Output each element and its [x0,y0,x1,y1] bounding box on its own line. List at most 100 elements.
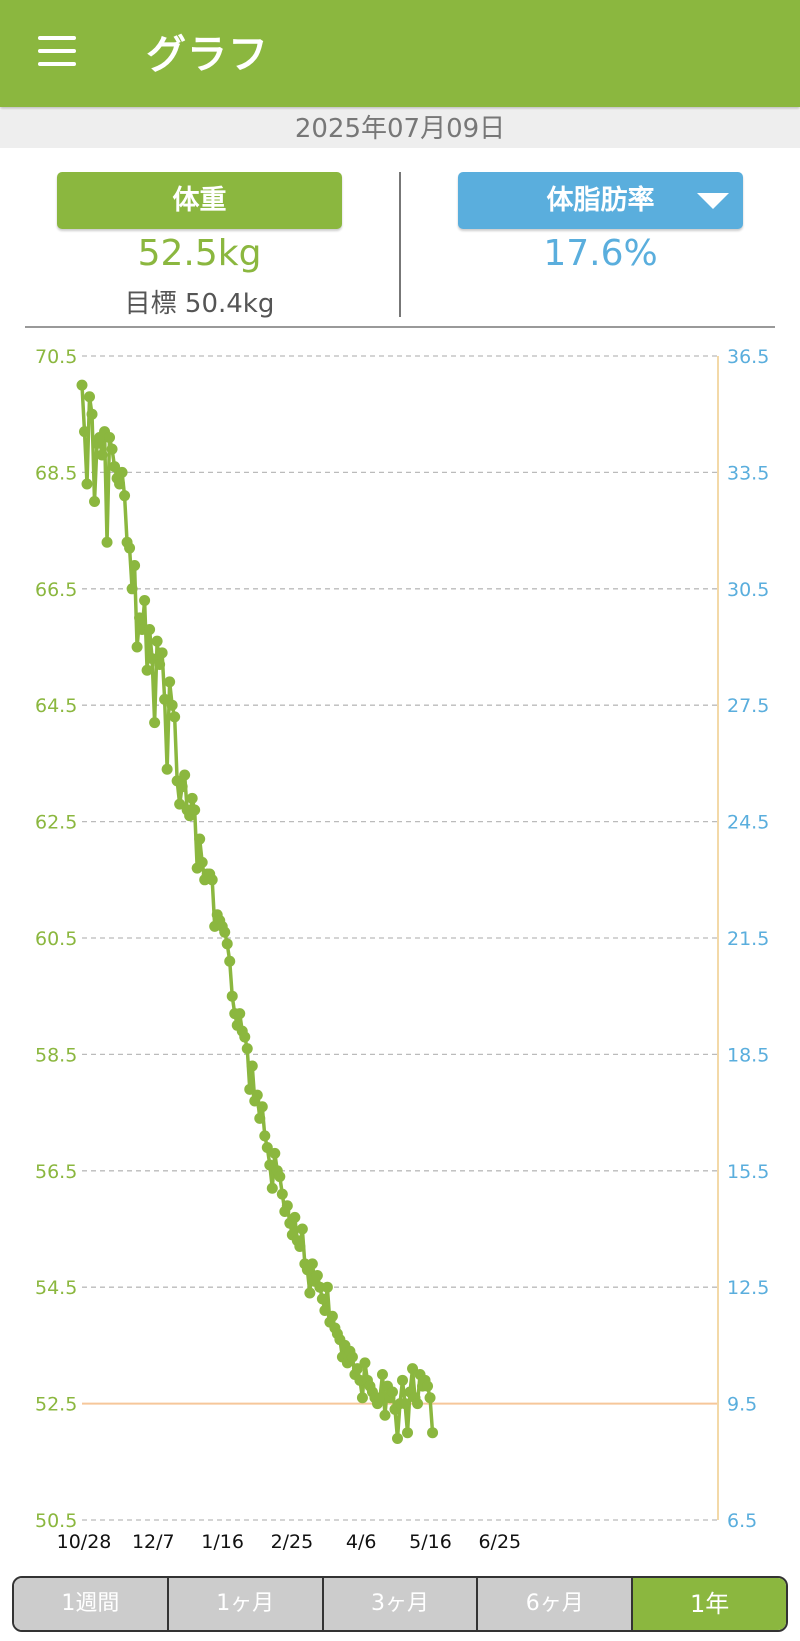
data-point [186,792,198,804]
period-tabs: 1週間 1ヶ月 3ヶ月 6ヶ月 1年 [12,1576,788,1632]
x-axis-tick: 2/25 [271,1531,314,1550]
left-axis-tick: 50.5 [35,1510,77,1532]
data-point [244,1083,256,1095]
data-point [126,583,138,595]
right-axis-tick: 24.5 [727,812,769,834]
data-point [84,391,96,403]
weight-value: 52.5kg [137,233,262,274]
data-point [281,1200,293,1212]
data-point [261,1142,273,1154]
app-bar: グラフ [0,0,800,107]
left-axis-tick: 64.5 [35,695,77,717]
data-point [239,1031,251,1043]
right-axis-tick: 30.5 [727,579,769,601]
data-point [161,763,173,775]
data-point [141,664,153,676]
series-line [80,385,435,1441]
data-point [151,635,163,647]
data-point [246,1060,258,1072]
x-axis-tick: 5/16 [409,1531,452,1550]
right-axis-tick: 18.5 [727,1044,769,1066]
x-axis-tick: 12/7 [132,1531,175,1550]
data-point [316,1293,328,1305]
data-point [79,426,91,438]
triangle-down-icon [697,193,729,209]
left-axis-tick: 56.5 [35,1161,77,1183]
data-point [319,1304,331,1316]
data-point [424,1392,436,1404]
data-point [81,478,93,490]
data-point [196,856,208,868]
data-point [166,699,178,711]
tab-1-week[interactable]: 1週間 [14,1578,169,1630]
data-point [179,769,191,781]
data-point [169,711,181,723]
data-point [412,1398,424,1410]
section-divider [25,326,775,328]
right-axis-tick: 6.5 [727,1510,757,1532]
data-point [154,658,166,670]
right-axis-tick: 27.5 [727,695,769,717]
weight-fat-chart[interactable]: 70.5 36.5 68.5 33.5 66.5 30.5 64.5 27.5 62.5 24.5… [0,330,800,1550]
data-point [101,536,113,548]
data-point [149,717,161,729]
tab-1-year[interactable]: 1年 [633,1578,786,1630]
data-point [146,653,158,665]
data-point [224,955,236,967]
tab-6-months[interactable]: 6ヶ月 [478,1578,634,1630]
data-point [176,781,188,793]
data-point [226,990,238,1002]
data-point [256,1101,268,1113]
data-point [351,1363,363,1375]
data-point [189,804,201,816]
right-axis-tick: 36.5 [727,346,769,368]
page-title: グラフ [146,32,269,78]
data-point [276,1188,288,1200]
data-point [397,1374,409,1386]
data-point [391,1433,403,1445]
data-point [407,1363,419,1375]
data-point [241,1043,253,1055]
data-point [427,1427,439,1439]
left-axis-tick: 68.5 [35,462,77,484]
tab-3-months[interactable]: 3ヶ月 [323,1578,479,1630]
data-point [386,1386,398,1398]
left-axis-tick: 52.5 [35,1394,77,1416]
data-point [379,1409,391,1421]
hamburger-menu-icon[interactable] [34,32,82,72]
data-point [114,478,126,490]
x-axis-tick: 4/6 [346,1531,377,1550]
data-point [159,693,171,705]
weight-goal: 目標 50.4kg [124,289,275,319]
data-point [124,542,136,554]
data-point [109,461,121,473]
data-point [219,926,231,938]
data-point [311,1270,323,1282]
data-point [374,1392,386,1404]
x-axis-tick: 1/16 [201,1531,244,1550]
data-point [221,938,233,950]
tab-1-month[interactable]: 1ヶ月 [168,1578,324,1630]
data-point [399,1398,411,1410]
body-fat-dropdown[interactable]: 体脂肪率 [458,172,743,229]
data-point [296,1223,308,1235]
card-divider [399,172,401,317]
right-axis-tick: 12.5 [727,1277,769,1299]
data-point [304,1287,316,1299]
data-point [194,833,206,845]
left-axis-tick: 60.5 [35,928,77,950]
data-point [254,1112,266,1124]
data-point [106,443,118,455]
data-point [289,1211,301,1223]
body-fat-value: 17.6% [543,233,658,274]
data-point [376,1369,388,1380]
data-point [131,641,143,653]
weight-button[interactable]: 体重 [57,172,342,229]
data-point [259,1130,271,1142]
date-label: 2025年07月09日 [0,110,800,148]
data-point [144,624,156,636]
data-point [86,408,98,420]
data-point [134,612,146,624]
data-point [76,379,88,391]
data-point [104,431,116,443]
